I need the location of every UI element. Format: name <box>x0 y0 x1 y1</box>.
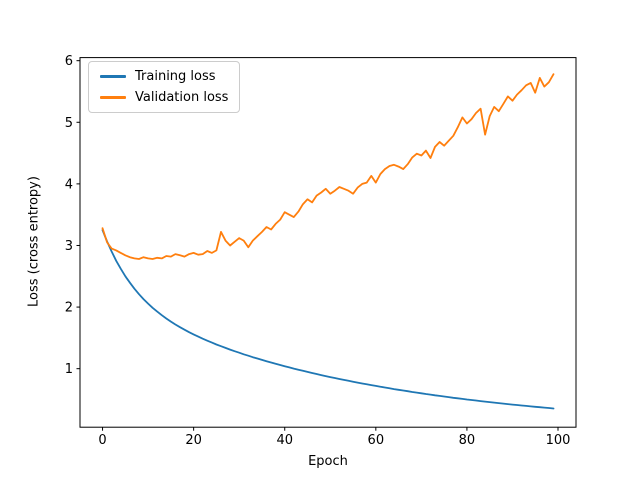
y-tick-label: 6 <box>65 54 73 69</box>
series-line-training <box>101 229 555 410</box>
axes-frame <box>79 57 577 428</box>
x-tick-label: 100 <box>546 433 571 448</box>
y-axis-label: Loss (cross entropy) <box>26 176 42 307</box>
y-tick-label: 5 <box>65 116 73 131</box>
x-tick-label: 20 <box>185 433 202 448</box>
y-tick-label: 1 <box>65 362 73 377</box>
x-tick-label: 80 <box>459 433 476 448</box>
y-tick-label: 2 <box>65 301 73 316</box>
x-tick-label: 40 <box>276 433 293 448</box>
legend: Training loss Validation loss <box>88 61 241 113</box>
y-tick-label: 4 <box>65 177 73 192</box>
legend-label-training: Training loss <box>135 69 216 84</box>
x-axis-label: Epoch <box>308 454 348 469</box>
x-tick-label: 60 <box>368 433 385 448</box>
x-tick-label: 0 <box>98 433 106 448</box>
training-loss-line-swatch <box>100 75 126 78</box>
series-line-validation <box>101 73 555 260</box>
y-tick-label: 3 <box>65 239 73 254</box>
legend-label-validation: Validation loss <box>135 90 229 105</box>
legend-item-validation: Validation loss <box>100 90 228 105</box>
legend-item-training: Training loss <box>100 69 228 84</box>
validation-loss-line-swatch <box>100 96 126 99</box>
